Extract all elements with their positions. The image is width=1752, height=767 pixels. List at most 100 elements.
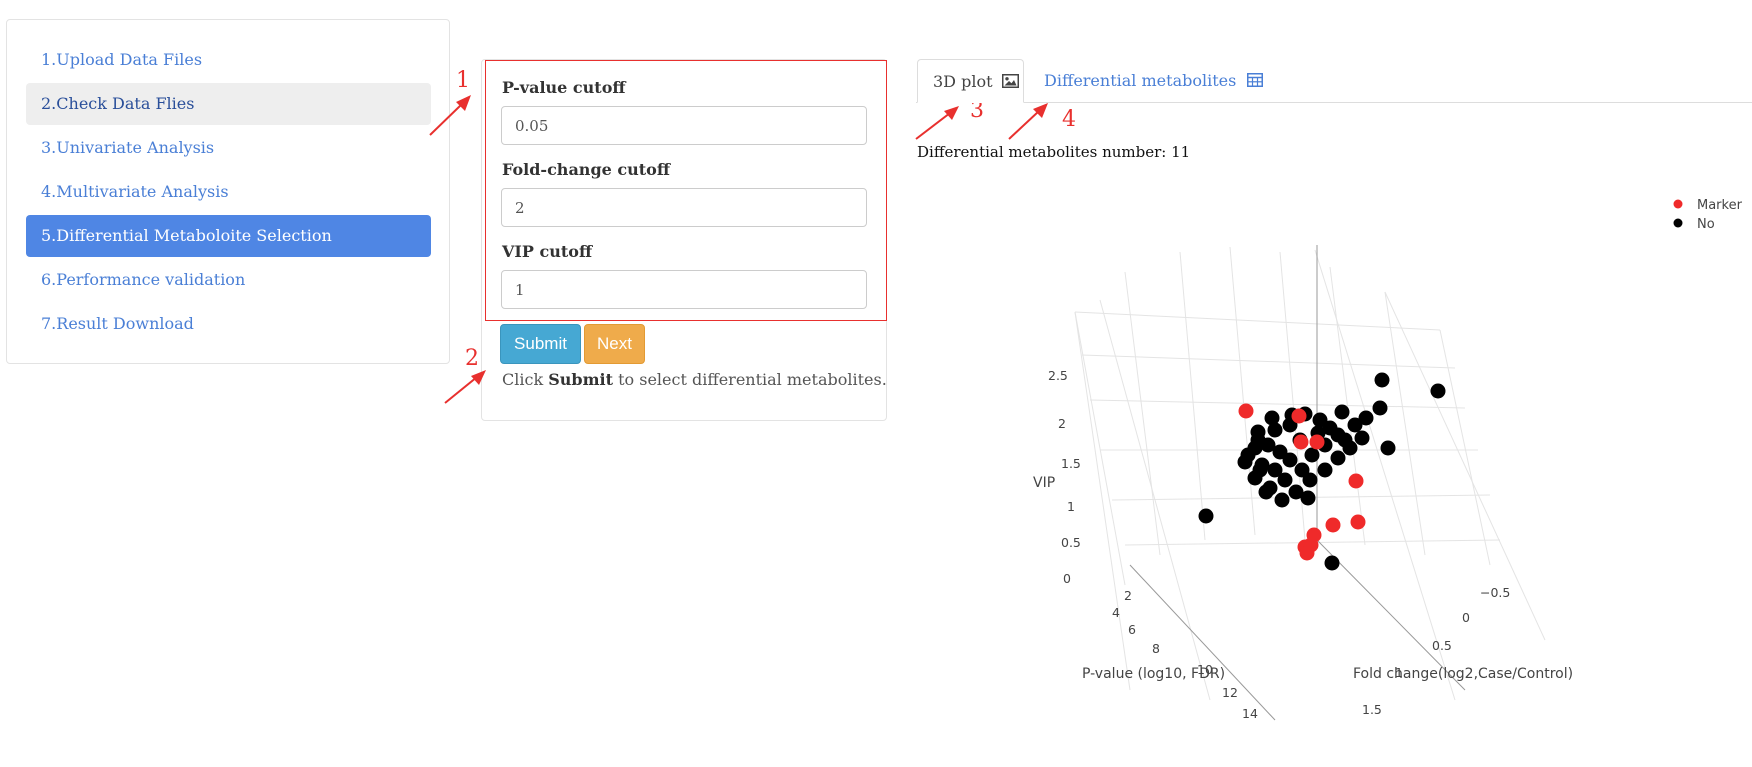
y-axis-label: P-value (log10, FDR)	[1082, 666, 1225, 682]
annotation-number-4: 4	[1062, 107, 1076, 132]
pvalue-cutoff-label: P-value cutoff	[502, 78, 626, 97]
x-tick-label: 0	[1462, 610, 1470, 625]
x-tick-label: 1.5	[1362, 702, 1382, 717]
grid-line	[1074, 311, 1126, 586]
sidebar-panel: 1.Upload Data Files 2.Check Data Flies 3…	[6, 19, 450, 364]
image-icon	[1001, 74, 1019, 88]
z-tick-label: 0.5	[1061, 535, 1081, 550]
scatter-point-no	[1254, 457, 1270, 473]
help-prefix: Click	[502, 370, 549, 389]
grid-line	[1314, 249, 1456, 701]
annotation-arrow-3	[915, 106, 959, 140]
z-tick-label: 2.5	[1048, 368, 1068, 383]
sidebar-item-result-download[interactable]: 7.Result Download	[41, 314, 194, 333]
grid-line	[1229, 246, 1256, 536]
scatter-point-marker	[1297, 539, 1313, 555]
scatter-point-no	[1267, 422, 1283, 438]
x-tick-label: 0.5	[1432, 638, 1452, 653]
scatter-point-no	[1297, 406, 1313, 422]
scatter-point-no	[1347, 417, 1363, 433]
scatter-point-no	[1294, 462, 1310, 478]
help-suffix: to select differential metabolites.	[613, 370, 887, 389]
submit-help-text: Click Submit to select differential meta…	[502, 370, 887, 389]
scatter-point-marker	[1293, 434, 1309, 450]
sidebar-item-performance-validation[interactable]: 6.Performance validation	[41, 270, 246, 289]
scatter-point-no	[1258, 484, 1274, 500]
scatter-point-marker	[1291, 408, 1307, 424]
scatter-point-no	[1300, 490, 1316, 506]
annotation-number-3: 3	[970, 98, 984, 123]
scatter-point-no	[1272, 444, 1288, 460]
scatter-point-no	[1302, 472, 1318, 488]
tab-3d-plot[interactable]: 3D plot	[917, 59, 1024, 103]
scatter-point-no	[1312, 412, 1328, 428]
pvalue-cutoff-input[interactable]	[501, 106, 867, 145]
scatter-point-no	[1247, 440, 1263, 456]
scatter-point-no	[1282, 417, 1298, 433]
fold-change-cutoff-label: Fold-change cutoff	[502, 160, 670, 179]
y-tick-label: 4	[1112, 605, 1120, 620]
differential-count-text: Differential metabolites number: 11	[917, 143, 1191, 161]
scatter-point-no	[1267, 462, 1283, 478]
y-axis-line	[1129, 564, 1276, 721]
scatter-point-no	[1310, 425, 1326, 441]
scatter-point-no	[1380, 440, 1396, 456]
annotation-arrow-2	[444, 370, 486, 404]
y-tick-label: 12	[1222, 685, 1238, 700]
z-tick-label: 1.5	[1061, 456, 1081, 471]
submit-button[interactable]: Submit	[500, 324, 581, 364]
vip-cutoff-label: VIP cutoff	[502, 242, 593, 261]
scatter-point-no	[1322, 420, 1338, 436]
sidebar-item-univariate-analysis[interactable]: 3.Univariate Analysis	[41, 138, 215, 157]
x-axis-line	[1316, 539, 1466, 691]
scatter-point-no	[1252, 462, 1268, 478]
grid-line	[1329, 266, 1366, 546]
y-tick-label: 8	[1152, 641, 1160, 656]
x-axis-label: Fold change(log2,Case/Control)	[1353, 666, 1573, 682]
scatter-point-no	[1247, 470, 1263, 486]
scatter-point-no	[1330, 450, 1346, 466]
scatter-point-no	[1250, 432, 1266, 448]
scatter-point-no	[1282, 452, 1298, 468]
fold-change-cutoff-input[interactable]	[501, 188, 867, 227]
scatter-point-no	[1342, 440, 1358, 456]
scatter-point-no	[1198, 508, 1214, 524]
sidebar-item-check-data-files[interactable]: 2.Check Data Flies	[26, 83, 431, 125]
tab-differential-metabolites-label: Differential metabolites	[1044, 71, 1237, 90]
scatter-point-marker	[1299, 545, 1315, 561]
scatter-point-no	[1324, 555, 1340, 571]
legend-no-dot	[1673, 218, 1683, 228]
scatter-point-marker	[1303, 537, 1319, 553]
x-tick-label: 1	[1395, 665, 1403, 680]
scatter-point-no	[1372, 400, 1388, 416]
scatter-point-marker	[1309, 434, 1325, 450]
legend-marker-dot	[1673, 199, 1683, 209]
legend-no-label: No	[1697, 217, 1715, 232]
scatter-point-no	[1292, 432, 1308, 448]
plot-points	[1198, 372, 1446, 571]
next-button[interactable]: Next	[584, 324, 645, 364]
grid-line	[1384, 291, 1426, 556]
scatter-point-no	[1262, 480, 1278, 496]
scatter-point-no	[1264, 410, 1280, 426]
y-tick-label: 6	[1128, 622, 1136, 637]
scatter-point-no	[1354, 430, 1370, 446]
scatter-point-no	[1240, 447, 1256, 463]
grid-line	[1074, 311, 1131, 691]
grid-line	[1089, 399, 1466, 409]
annotation-number-2: 2	[465, 346, 479, 371]
help-bold: Submit	[548, 370, 613, 389]
grid-line	[1124, 539, 1501, 546]
sidebar-item-upload-data-files[interactable]: 1.Upload Data Files	[41, 50, 203, 69]
grid-line	[1124, 271, 1161, 556]
tab-differential-metabolites[interactable]: Differential metabolites	[1030, 59, 1264, 103]
sidebar-item-differential-selection[interactable]: 5.Differential Metaboloite Selection	[26, 215, 431, 257]
z-tick-label: 0	[1063, 571, 1071, 586]
grid-line	[1074, 311, 1441, 331]
scatter-point-no	[1317, 437, 1333, 453]
vip-cutoff-input[interactable]	[501, 270, 867, 309]
sidebar-item-multivariate-analysis[interactable]: 4.Multivariate Analysis	[41, 182, 229, 201]
plot-grid	[1074, 246, 1546, 701]
y-tick-label: 14	[1242, 706, 1258, 721]
